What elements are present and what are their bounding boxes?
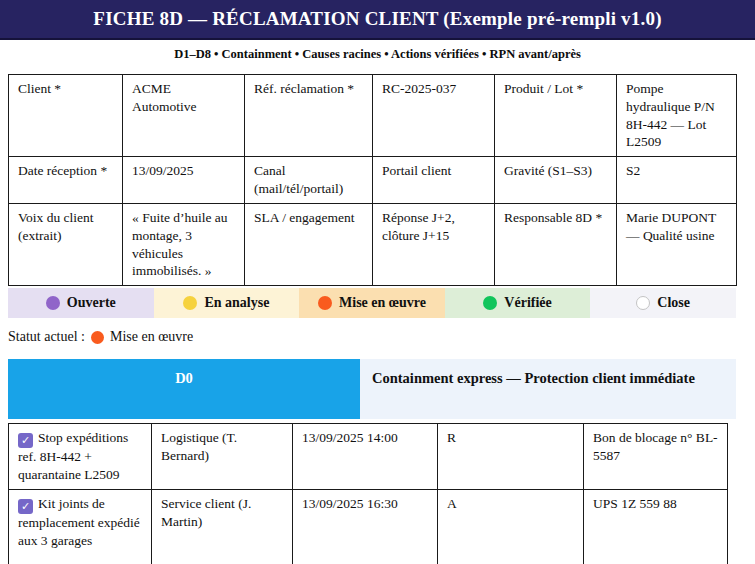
info-label-produit-lot: Produit / Lot * — [495, 75, 617, 157]
form-subtitle: D1–D8 • Containment • Causes racines • A… — [0, 47, 755, 62]
info-label-canal: Canal (mail/tél/portail) — [245, 157, 373, 204]
page-title: FICHE 8D — RÉCLAMATION CLIENT (Exemple p… — [93, 8, 661, 30]
info-value-ref-reclamation: RC-2025-037 — [373, 75, 495, 157]
status-pill-verifiee: Vérifiée — [445, 288, 591, 318]
status-dot-white-icon — [636, 296, 650, 310]
status-pill-label: Mise en œuvre — [339, 295, 426, 311]
status-pill-label: Close — [657, 295, 690, 311]
info-label-client: Client * — [9, 75, 123, 157]
table-row: ✓Kit joints de remplacement expédié aux … — [9, 489, 728, 564]
action-status: R — [438, 424, 584, 490]
status-pill-close: Close — [590, 288, 736, 318]
info-value-produit-lot: Pompe hydraulique P/N 8H-442 — Lot L2509 — [617, 75, 737, 157]
action-text: Stop expéditions ref. 8H-442 + quarantai… — [18, 430, 128, 482]
action-owner: Service client (J. Martin) — [152, 489, 293, 564]
info-value-client: ACME Automotive — [123, 75, 245, 157]
status-legend: Ouverte En analyse Mise en œuvre Vérifié… — [8, 288, 736, 318]
claim-info-table: Client * ACME Automotive Réf. réclamatio… — [8, 74, 737, 286]
action-datetime: 13/09/2025 14:00 — [293, 424, 438, 490]
current-status-label: Statut actuel : — [8, 329, 85, 345]
current-status-dot-icon — [91, 331, 104, 344]
action-cell: ✓Kit joints de remplacement expédié aux … — [9, 489, 152, 564]
info-value-canal: Portail client — [373, 157, 495, 204]
checkbox-checked-icon[interactable]: ✓ — [18, 499, 33, 514]
info-label-voix-client: Voix du client (extrait) — [9, 203, 123, 285]
status-pill-label: Ouverte — [67, 295, 116, 311]
action-datetime: 13/09/2025 16:30 — [293, 489, 438, 564]
info-value-voix-client: « Fuite d’huile au montage, 3 véhicules … — [123, 203, 245, 285]
status-pill-label: En analyse — [204, 295, 269, 311]
info-value-date-reception: 13/09/2025 — [123, 157, 245, 204]
status-dot-green-icon — [483, 296, 497, 310]
section-d0-header: D0 Containment express — Protection clie… — [8, 359, 736, 419]
section-d0-title: Containment express — Protection client … — [360, 359, 736, 419]
status-dot-orange-icon — [318, 296, 332, 310]
status-dot-yellow-icon — [183, 296, 197, 310]
checkbox-checked-icon[interactable]: ✓ — [18, 433, 33, 448]
table-row: Voix du client (extrait) « Fuite d’huile… — [9, 203, 737, 285]
current-status-value: Mise en œuvre — [110, 329, 193, 345]
info-label-sla: SLA / engagement — [245, 203, 373, 285]
section-d0-code: D0 — [8, 359, 360, 419]
info-value-responsable-8d: Marie DUPONT — Qualité usine — [617, 203, 737, 285]
action-status: A — [438, 489, 584, 564]
action-reference: UPS 1Z 559 88 — [584, 489, 728, 564]
action-cell: ✓Stop expéditions ref. 8H-442 + quaranta… — [9, 424, 152, 490]
table-row: ✓Stop expéditions ref. 8H-442 + quaranta… — [9, 424, 728, 490]
info-label-gravite: Gravité (S1–S3) — [495, 157, 617, 204]
table-row: Client * ACME Automotive Réf. réclamatio… — [9, 75, 737, 157]
action-owner: Logistique (T. Bernard) — [152, 424, 293, 490]
status-pill-en-analyse: En analyse — [154, 288, 300, 318]
info-label-responsable-8d: Responsable 8D * — [495, 203, 617, 285]
status-pill-ouverte: Ouverte — [8, 288, 154, 318]
info-value-sla: Réponse J+2, clôture J+15 — [373, 203, 495, 285]
status-dot-purple-icon — [46, 296, 60, 310]
form-title-bar: FICHE 8D — RÉCLAMATION CLIENT (Exemple p… — [0, 0, 755, 40]
containment-actions-table: ✓Stop expéditions ref. 8H-442 + quaranta… — [8, 423, 728, 564]
action-reference: Bon de blocage n° BL-5587 — [584, 424, 728, 490]
status-pill-label: Vérifiée — [504, 295, 551, 311]
info-value-gravite: S2 — [617, 157, 737, 204]
current-status-line: Statut actuel : Mise en œuvre — [8, 329, 755, 345]
info-label-date-reception: Date réception * — [9, 157, 123, 204]
info-label-ref-reclamation: Réf. réclamation * — [245, 75, 373, 157]
table-row: Date réception * 13/09/2025 Canal (mail/… — [9, 157, 737, 204]
status-pill-mise-en-oeuvre: Mise en œuvre — [299, 288, 445, 318]
action-text: Kit joints de remplacement expédié aux 3… — [18, 496, 140, 548]
